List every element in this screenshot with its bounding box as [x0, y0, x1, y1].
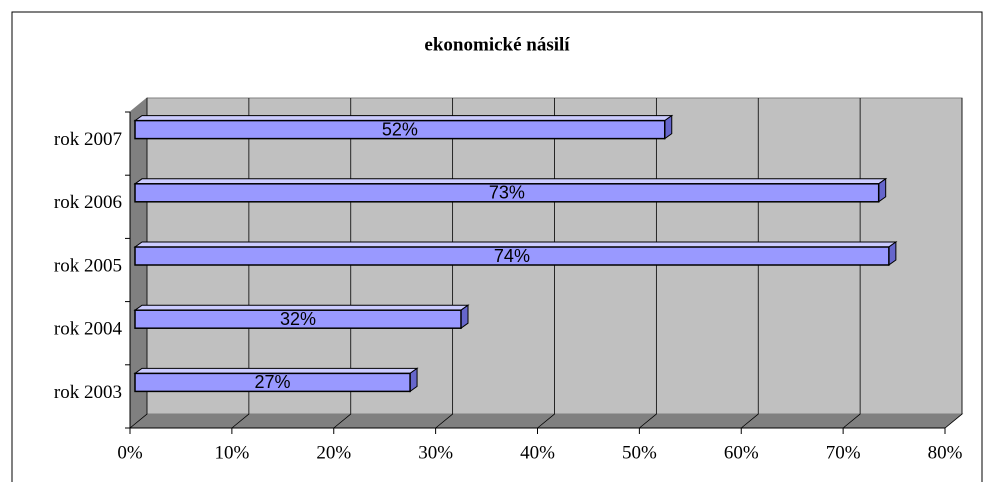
x-tick-label: 0% — [117, 442, 143, 463]
x-tick-label: 50% — [622, 442, 657, 463]
grid-line — [333, 98, 352, 429]
grid-line — [435, 98, 454, 429]
value-label: 27% — [255, 372, 291, 392]
bar — [134, 309, 462, 329]
x-tick-label: 80% — [928, 442, 963, 463]
x-tick-label: 10% — [214, 442, 249, 463]
value-label: 73% — [489, 183, 525, 203]
y-tick-label: rok 2005 — [54, 255, 122, 276]
x-tick-label: 60% — [724, 442, 759, 463]
y-tick-label: rok 2007 — [54, 129, 122, 150]
grid-line — [231, 98, 250, 429]
grid-line — [944, 98, 963, 429]
bar — [134, 372, 411, 393]
y-tick-label: rok 2003 — [54, 382, 122, 403]
value-label: 32% — [280, 309, 316, 329]
grid-line — [639, 98, 657, 429]
x-tick-label: 30% — [418, 442, 453, 463]
grid-line — [842, 98, 861, 429]
bar — [134, 119, 666, 140]
x-tick-label: 70% — [826, 442, 861, 463]
grid-line — [537, 98, 555, 429]
x-tick-label: 20% — [316, 442, 351, 463]
bar — [134, 183, 880, 203]
grid-line — [740, 98, 759, 429]
value-label: 74% — [494, 246, 530, 266]
chart-frame — [11, 11, 983, 482]
x-tick-label: 40% — [520, 442, 555, 463]
bar — [134, 246, 890, 266]
grid-line — [129, 98, 148, 429]
y-tick-label: rok 2006 — [54, 192, 122, 213]
value-label: 52% — [382, 119, 418, 139]
y-tick-label: rok 2004 — [54, 319, 123, 340]
chart-title: ekonomické násilí — [424, 34, 570, 55]
